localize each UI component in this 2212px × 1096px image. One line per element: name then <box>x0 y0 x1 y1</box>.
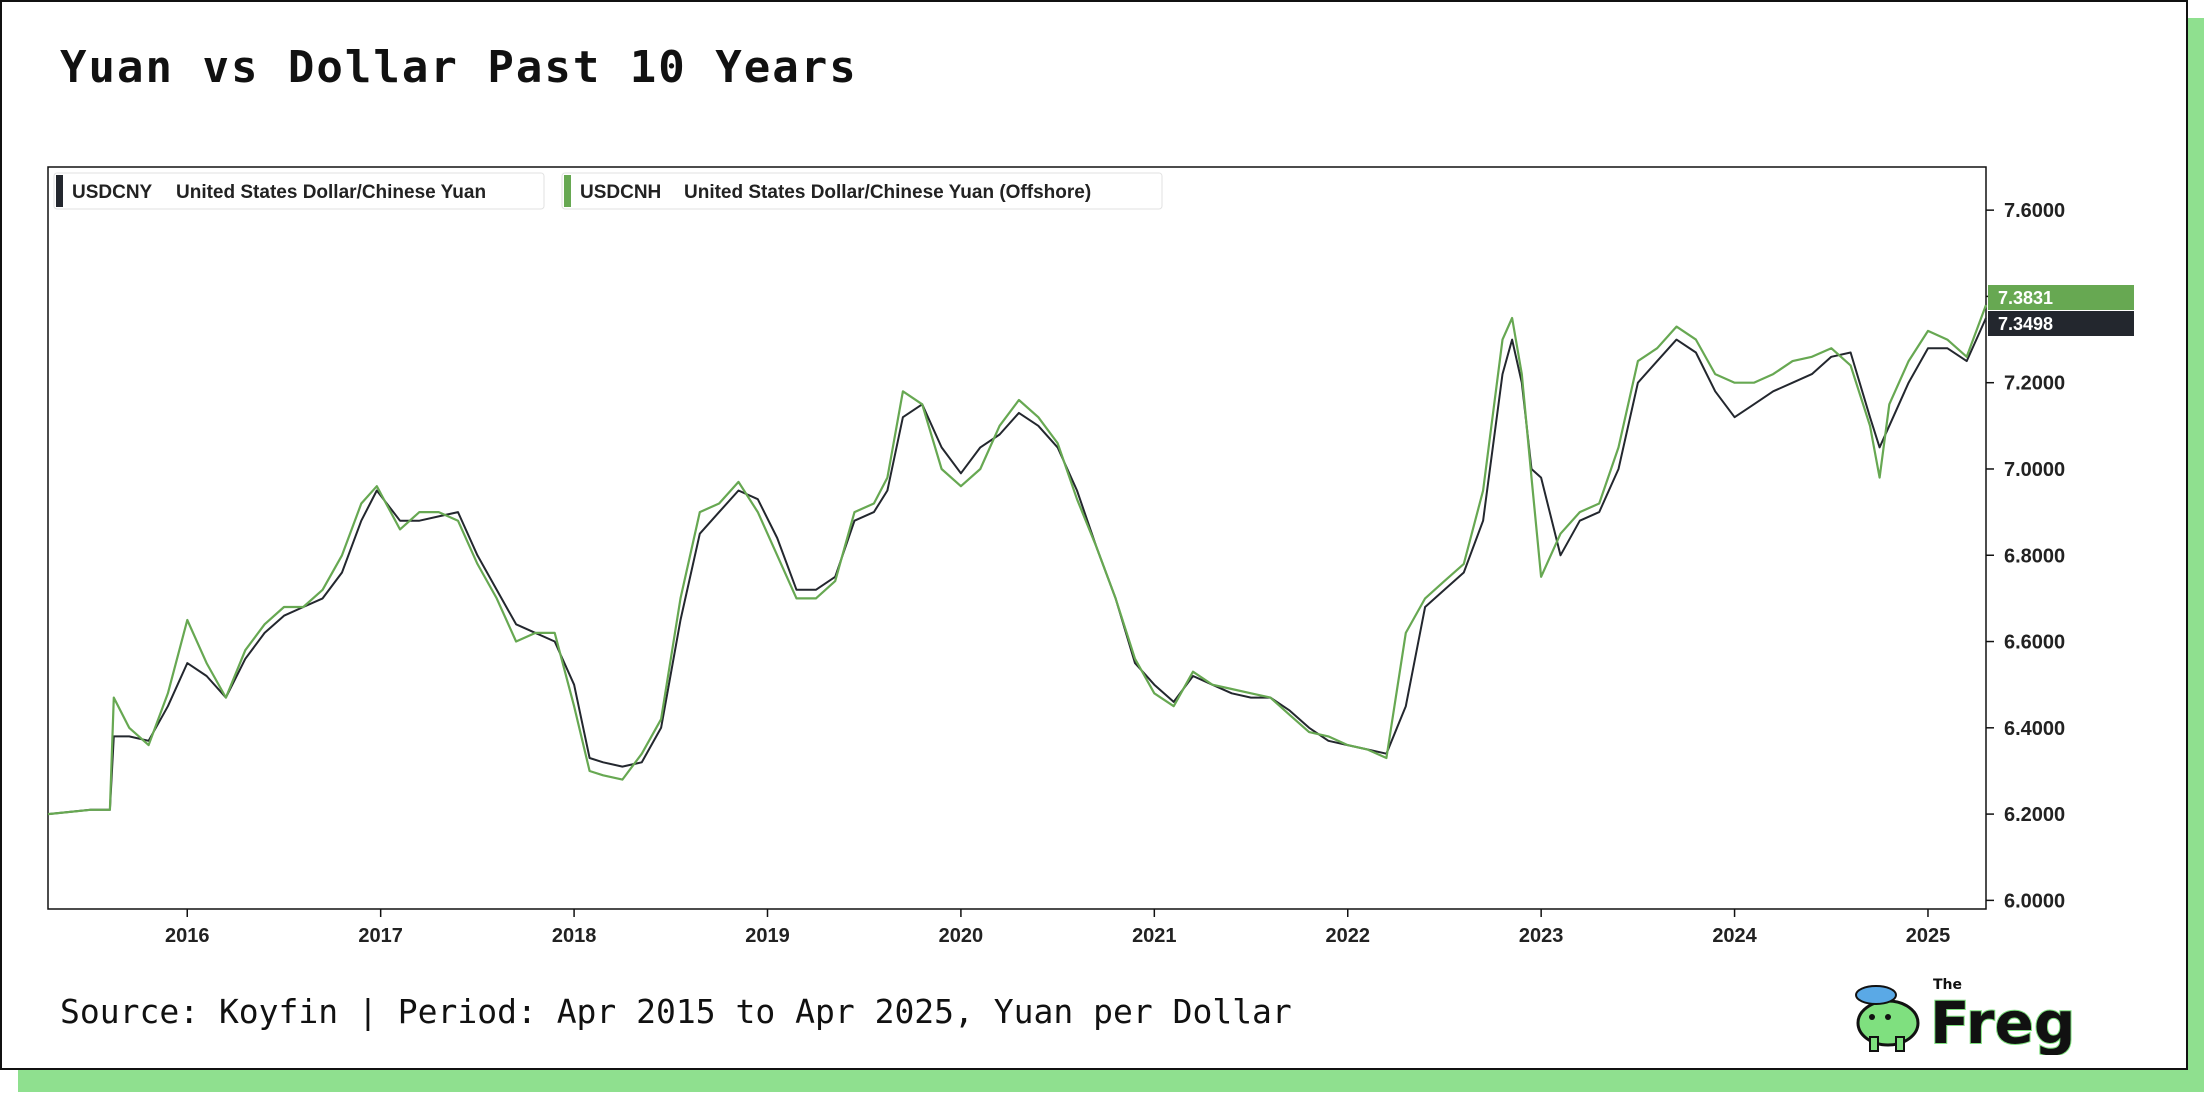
x-tick-label: 2016 <box>165 925 210 947</box>
legend-item-usdcnh: USDCNH United States Dollar/Chinese Yuan … <box>561 172 1163 210</box>
x-tick-label: 2025 <box>1906 925 1951 947</box>
y-tick-label: 6.6000 <box>2004 632 2065 654</box>
series-line-usdcnh <box>47 304 1988 816</box>
y-tick-label: 6.4000 <box>2004 718 2065 740</box>
y-tick-label: 6.0000 <box>2004 890 2065 912</box>
price-labels: 7.3831 7.3498 <box>1988 285 2134 336</box>
logo-word: Freg <box>1930 989 2075 1055</box>
plot-area <box>47 166 1987 910</box>
y-tick-label: 7.0000 <box>2004 459 2065 481</box>
x-tick-label: 2019 <box>745 925 790 947</box>
freg-logo: The Freg <box>1855 977 2076 1055</box>
page-title: Yuan vs Dollar Past 10 Years <box>60 42 858 93</box>
x-tick-label: 2017 <box>358 925 403 947</box>
x-tick-label: 2018 <box>552 925 597 947</box>
legend-name: United States Dollar/Chinese Yuan <box>176 182 486 203</box>
source-caption: Source: Koyfin | Period: Apr 2015 to Apr… <box>60 992 1292 1031</box>
legend-swatch <box>564 175 571 207</box>
x-tick-label: 2022 <box>1325 925 1370 947</box>
legend-swatch <box>56 175 63 207</box>
y-tick-label: 7.6000 <box>2004 200 2065 222</box>
price-tag-cnh: 7.3831 <box>1988 285 2134 310</box>
x-tick-label: 2021 <box>1132 925 1177 947</box>
logo-small-text: The <box>1933 977 1962 993</box>
legend-ticker: USDCNY <box>72 182 153 203</box>
frog-with-hat-icon <box>1855 985 1920 1052</box>
x-tick-label: 2020 <box>939 925 984 947</box>
series-lines <box>47 304 1988 816</box>
y-tick-label: 6.2000 <box>2004 804 2065 826</box>
legend-item-usdcny: USDCNY United States Dollar/Chinese Yuan <box>53 172 545 210</box>
x-axis: 2016 2017 2018 2019 2020 2021 2022 2023 2024 2025 <box>165 909 1950 947</box>
y-tick-label: 7.2000 <box>2004 373 2065 395</box>
x-tick-label: 2024 <box>1712 925 1757 947</box>
price-tag-value: 7.3831 <box>1998 288 2053 308</box>
price-tag-cny: 7.3498 <box>1988 311 2134 336</box>
chart-legend: USDCNY United States Dollar/Chinese Yuan U… <box>53 172 1163 210</box>
x-tick-label: 2023 <box>1519 925 1564 947</box>
legend-ticker: USDCNH <box>580 182 661 203</box>
y-tick-label: 6.8000 <box>2004 545 2065 567</box>
price-tag-value: 7.3498 <box>1998 314 2053 334</box>
legend-name: United States Dollar/Chinese Yuan (Offsh… <box>684 182 1091 203</box>
